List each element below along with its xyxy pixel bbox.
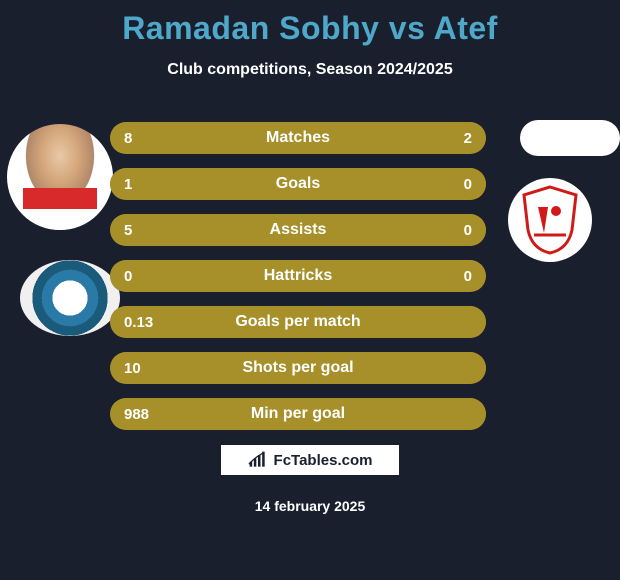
stat-label: Goals <box>110 168 486 200</box>
player-right-avatar <box>520 120 620 156</box>
page-subtitle: Club competitions, Season 2024/2025 <box>0 61 620 79</box>
footer-date: 14 february 2025 <box>0 498 620 514</box>
shield-icon <box>520 185 580 255</box>
stat-row: 10Goals <box>110 168 486 200</box>
stat-label: Goals per match <box>110 306 486 338</box>
stat-label: Hattricks <box>110 260 486 292</box>
stat-label: Shots per goal <box>110 352 486 384</box>
stat-row: 10Shots per goal <box>110 352 486 384</box>
footer-brand-box: FcTables.com <box>220 444 400 476</box>
stat-label: Assists <box>110 214 486 246</box>
footer-brand-text: FcTables.com <box>274 452 373 469</box>
stat-row: 0.13Goals per match <box>110 306 486 338</box>
page-title: Ramadan Sobhy vs Atef <box>0 0 620 47</box>
stat-label: Min per goal <box>110 398 486 430</box>
stat-row: 00Hattricks <box>110 260 486 292</box>
club-badge-right <box>508 178 592 262</box>
stat-row: 50Assists <box>110 214 486 246</box>
player-left-avatar <box>7 124 113 230</box>
stats-bars: 82Matches 10Goals 50Assists 00Hattricks 0.13… <box>110 122 486 444</box>
stat-label: Matches <box>110 122 486 154</box>
stat-row: 82Matches <box>110 122 486 154</box>
club-badge-left <box>20 260 120 336</box>
chart-icon <box>248 451 268 469</box>
stat-row: 988Min per goal <box>110 398 486 430</box>
